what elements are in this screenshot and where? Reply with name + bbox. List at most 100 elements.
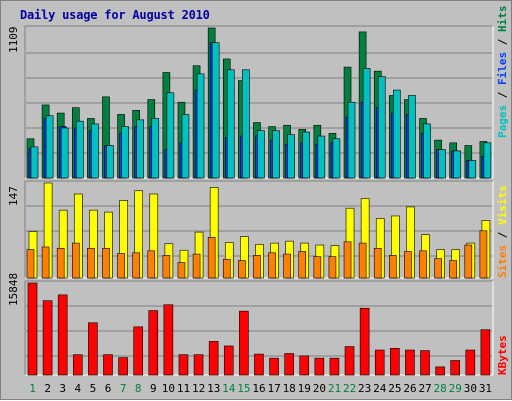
sites-bar: [419, 250, 427, 279]
day-label: 22: [343, 382, 356, 395]
day-label: 2: [44, 382, 51, 395]
y-max-label: 15848: [7, 273, 20, 306]
day-label: 24: [373, 382, 387, 395]
kbytes-bar: [450, 360, 461, 376]
day-label: 25: [388, 382, 401, 395]
legend-separator: /: [496, 32, 509, 52]
day-label: 16: [252, 382, 265, 395]
sites-bar: [102, 247, 110, 279]
day-label: 1: [29, 382, 36, 395]
pages-bar: [377, 76, 386, 179]
day-label: 5: [90, 382, 97, 395]
pages-bar: [317, 135, 326, 179]
pages-bar: [362, 68, 371, 179]
day-label: 14: [222, 382, 236, 395]
kbytes-bar: [344, 346, 355, 376]
day-label: 9: [150, 382, 157, 395]
kbytes-bar: [163, 304, 174, 376]
sites-bar: [313, 256, 322, 279]
day-label: 21: [328, 382, 341, 395]
kbytes-bar: [420, 350, 430, 376]
day-label: 31: [479, 382, 492, 395]
sites-bar: [449, 260, 458, 279]
legend-hits: Hits: [496, 6, 509, 33]
sites-bar: [222, 258, 231, 279]
pages-bar: [136, 119, 144, 179]
sites-bar: [358, 242, 367, 279]
sites-bar: [177, 262, 186, 279]
kbytes-bar: [435, 366, 445, 376]
pages-bar: [453, 150, 462, 179]
sites-bar: [192, 253, 201, 279]
pages-bar: [257, 130, 265, 179]
sites-bar: [207, 236, 216, 279]
kbytes-bar: [88, 322, 98, 376]
sites-bar: [41, 246, 50, 279]
kbytes-bar: [27, 282, 38, 376]
sites-bar: [162, 255, 171, 279]
pages-bar: [483, 142, 492, 179]
legend-sites: Sites: [496, 245, 509, 278]
sites-bar: [268, 252, 276, 279]
kbytes-bar: [193, 354, 204, 376]
kbytes-bar: [72, 354, 83, 376]
kbytes-bar: [223, 345, 234, 376]
kbytes-bar: [57, 294, 68, 376]
sites-bar: [147, 250, 156, 279]
kbytes-bar: [148, 310, 159, 376]
sites-bar: [404, 251, 412, 279]
legend: KBytes: [496, 335, 509, 375]
sites-bar: [479, 230, 488, 279]
legend: Sites / Visits: [496, 185, 509, 278]
pages-bar: [211, 42, 220, 179]
pages-bar: [423, 123, 431, 179]
legend-separator: /: [496, 225, 509, 245]
day-label: 10: [162, 382, 175, 395]
sites-bar: [373, 247, 382, 279]
pages-bar: [60, 127, 69, 179]
day-label: 28: [434, 382, 447, 395]
pages-bar: [393, 89, 401, 179]
pages-bar: [166, 92, 175, 179]
kbytes-bar: [480, 329, 491, 376]
sites-bar: [434, 258, 442, 279]
sites-bar: [464, 244, 473, 279]
sites-bar: [253, 255, 261, 279]
pages-bar: [272, 130, 280, 179]
sites-bar: [238, 260, 246, 279]
pages-bar: [151, 118, 160, 179]
legend-pages: Pages: [496, 105, 509, 138]
pages-bar: [287, 134, 295, 179]
kbytes-bar: [103, 354, 113, 376]
pages-bar: [332, 138, 341, 179]
legend-files: Files: [496, 52, 509, 85]
day-label: 13: [207, 382, 220, 395]
legend: Pages / Files / Hits: [496, 6, 509, 139]
pages-bar: [302, 131, 311, 179]
chart-title: Daily usage for August 2010: [20, 8, 210, 22]
y-max-label: 147: [7, 186, 20, 206]
day-label: 11: [177, 382, 190, 395]
pages-bar: [226, 69, 235, 179]
legend-visits: Visits: [496, 185, 509, 225]
pages-bar: [408, 95, 416, 179]
pages-bar: [45, 115, 54, 179]
day-label: 17: [267, 382, 280, 395]
sites-bar: [283, 253, 291, 279]
pages-bar: [75, 120, 84, 179]
sites-bar: [56, 247, 65, 279]
sites-bar: [71, 242, 80, 279]
pages-bar: [91, 123, 99, 179]
kbytes-bar: [390, 347, 400, 376]
sites-bar: [328, 256, 337, 279]
day-label: 23: [358, 382, 371, 395]
pages-bar: [242, 69, 250, 179]
pages-bar: [196, 73, 205, 179]
kbytes-bar: [208, 341, 219, 376]
pages-bar: [106, 145, 114, 179]
day-label: 6: [105, 382, 112, 395]
pages-bar: [121, 126, 129, 179]
day-label: 7: [120, 382, 127, 395]
